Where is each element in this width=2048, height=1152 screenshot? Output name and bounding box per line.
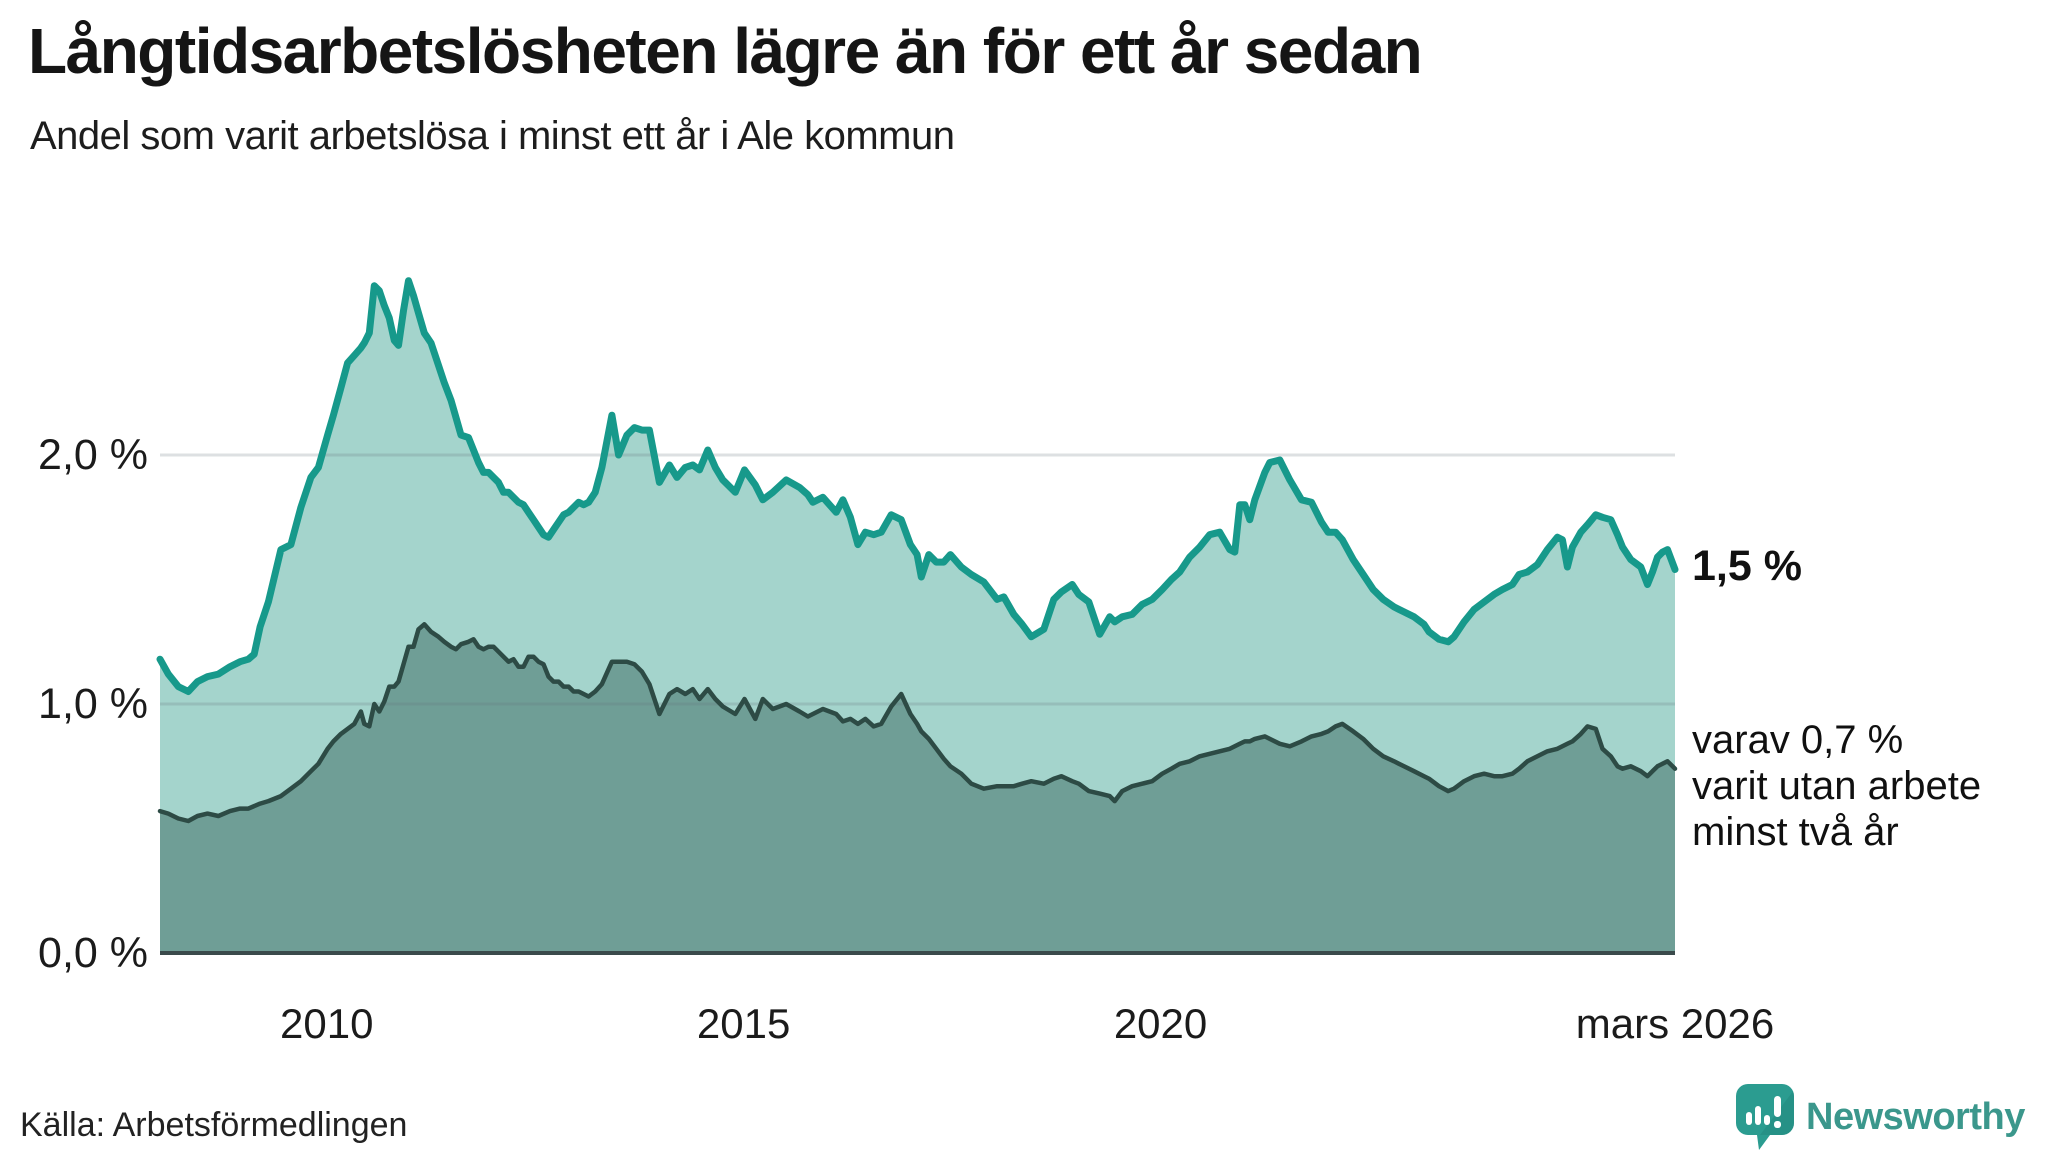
- page-title: Långtidsarbetslösheten lägre än för ett …: [28, 15, 1423, 87]
- newsworthy-icon: [1736, 1084, 1794, 1150]
- end-value-label-two-plus: varav 0,7 % varit utan arbete minst två …: [1692, 717, 1982, 854]
- line-two-plus: [157, 622, 1678, 824]
- brand-logo: Newsworthy: [1736, 1084, 2025, 1150]
- source-note: Källa: Arbetsförmedlingen: [20, 1106, 408, 1144]
- line-total: [156, 277, 1679, 695]
- end-value-label-total: 1,5 %: [1692, 541, 1802, 590]
- brand-name: Newsworthy: [1806, 1095, 2025, 1138]
- area-two-plus: [160, 624, 1675, 953]
- page-subtitle: Andel som varit arbetslösa i minst ett å…: [30, 114, 955, 158]
